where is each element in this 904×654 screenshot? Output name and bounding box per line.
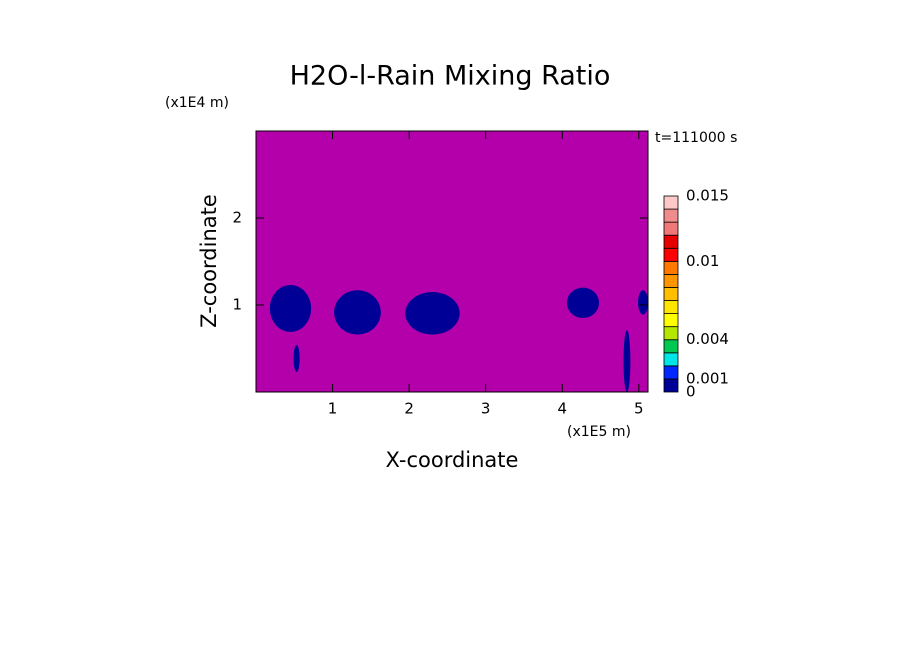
contour-region — [405, 291, 460, 335]
colorbar-label: 0.01 — [686, 252, 719, 270]
contour-region — [269, 284, 312, 332]
colorbar-box — [663, 352, 679, 367]
y-tick-label: 1 — [232, 296, 242, 314]
y-unit: (x1E4 m) — [165, 95, 229, 111]
colorbar-box — [663, 378, 679, 393]
colorbar-label: 0.004 — [686, 330, 729, 348]
field-background — [256, 131, 648, 392]
x-tick-label: 5 — [634, 400, 644, 418]
colorbar-box — [663, 208, 679, 223]
x-axis-label: X-coordinate — [386, 448, 519, 472]
colorbar-box — [663, 287, 679, 301]
contour-region — [334, 290, 381, 335]
y-axis-label: Z-coordinate — [197, 194, 221, 328]
plot-frame — [255, 130, 649, 393]
x-tick-label: 1 — [328, 400, 338, 418]
colorbar-box — [663, 195, 679, 210]
x-tick-label: 4 — [557, 400, 567, 418]
x-tick-label: 2 — [404, 400, 414, 418]
colorbar-box — [663, 326, 679, 341]
colorbar-box — [663, 300, 679, 314]
x-tick-label: 3 — [481, 400, 491, 418]
contour-region — [293, 345, 300, 372]
colorbar-box — [663, 260, 679, 275]
colorbar-label: 0 — [686, 383, 696, 401]
contour-region — [638, 290, 648, 315]
colorbar-box — [663, 247, 679, 262]
chart-title: H2O-l-Rain Mixing Ratio — [290, 61, 611, 92]
colorbar-box — [663, 365, 679, 380]
colorbar-box — [663, 234, 679, 249]
annotation: t=111000 s — [655, 130, 737, 146]
colorbar-label: 0.001 — [686, 369, 729, 387]
colorbar-label: 0.015 — [686, 187, 729, 205]
colorbar-box — [663, 273, 679, 288]
x-unit: (x1E5 m) — [567, 424, 631, 440]
colorbar-box — [663, 221, 679, 236]
colorbar-box — [663, 339, 679, 354]
y-tick-label: 2 — [232, 209, 242, 227]
contour-region — [623, 330, 631, 392]
colorbar-box — [663, 313, 679, 328]
contour-region — [566, 287, 599, 319]
